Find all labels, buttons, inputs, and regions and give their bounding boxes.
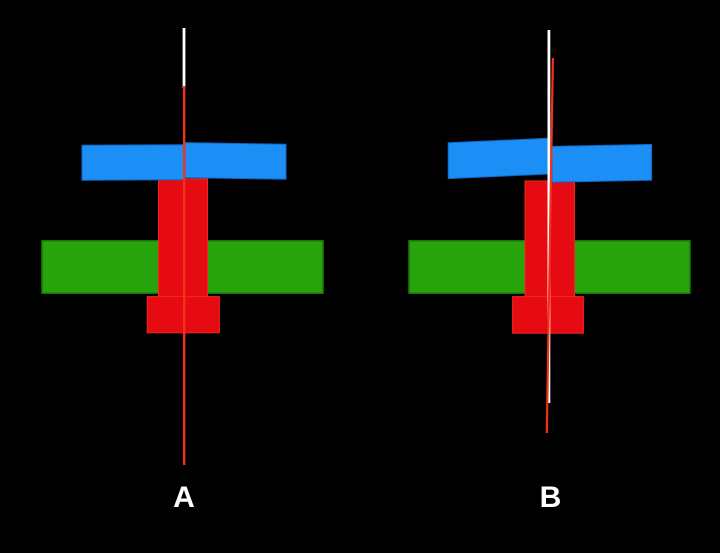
panel-b: B bbox=[408, 30, 691, 514]
blue-bar-right bbox=[183, 142, 287, 180]
blue-bar-left bbox=[447, 137, 550, 180]
panel-a: A bbox=[41, 28, 324, 514]
panel-b-label: B bbox=[540, 481, 562, 514]
blue-bar-right bbox=[551, 143, 653, 183]
panel-a-label: A bbox=[173, 481, 195, 514]
red-axis-line bbox=[545, 57, 554, 434]
blue-bar-left bbox=[81, 144, 185, 181]
